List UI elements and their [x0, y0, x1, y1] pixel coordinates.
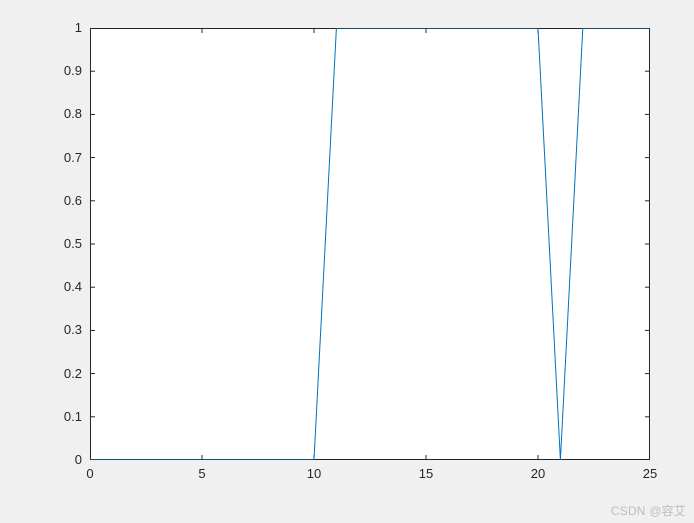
y-tick-label: 0 [42, 452, 82, 467]
y-tick-label: 0.3 [42, 322, 82, 337]
y-tick-label: 0.5 [42, 236, 82, 251]
figure: CSDN @容艾 0 5 10 15 20 25 0 0.1 0.2 0.3 0.4 0.5 0.6 0.… [0, 0, 694, 523]
x-tick-label: 20 [518, 466, 558, 481]
plot-area [90, 28, 650, 460]
x-tick-label: 25 [630, 466, 670, 481]
y-tick-label: 0.6 [42, 193, 82, 208]
y-tick-label: 0.2 [42, 366, 82, 381]
y-tick-label: 0.7 [42, 150, 82, 165]
x-tick-label: 10 [294, 466, 334, 481]
y-tick-label: 0.1 [42, 409, 82, 424]
data-line [90, 28, 650, 460]
axes-svg [90, 28, 650, 460]
y-tick-label: 1 [42, 20, 82, 35]
y-tick-label: 0.9 [42, 63, 82, 78]
watermark: CSDN @容艾 [611, 502, 686, 519]
x-tick-label: 15 [406, 466, 446, 481]
y-tick-label: 0.4 [42, 279, 82, 294]
x-tick-label: 5 [182, 466, 222, 481]
y-tick-label: 0.8 [42, 106, 82, 121]
x-tick-label: 0 [70, 466, 110, 481]
